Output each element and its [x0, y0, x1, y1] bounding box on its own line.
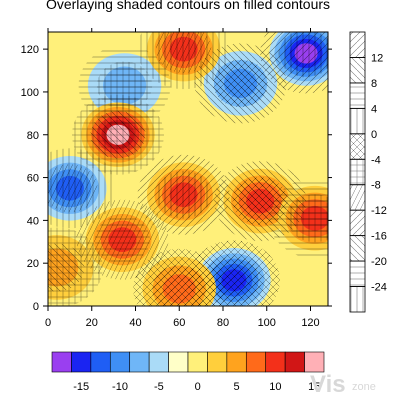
y-tick-label-100: 100: [21, 87, 39, 99]
y-tick-label-80: 80: [27, 130, 39, 142]
shaded-region-12-1: [48, 243, 85, 292]
fill-box-1: [71, 351, 92, 373]
pattern-box-6: [349, 184, 366, 211]
x-tick-label-120: 120: [301, 317, 319, 329]
pattern-box-8: [349, 235, 366, 262]
pattern-label-5: -8: [371, 180, 381, 192]
pattern-box-9: [349, 260, 366, 287]
x-axis: 0 20 40 60 80 100 120: [45, 28, 320, 329]
plot-area: [48, 32, 328, 306]
shaded-region-5-1: [90, 110, 146, 159]
fill-box-4: [129, 351, 150, 373]
y-tick-label-120: 120: [21, 44, 39, 56]
pattern-label-9: -24: [371, 282, 387, 294]
y-axis: 0 20 40 60 80 100 120: [21, 44, 332, 313]
pattern-label-3: 0: [371, 129, 377, 141]
pattern-box-1: [349, 57, 366, 84]
fill-label-2: -5: [154, 381, 164, 393]
fill-label-6: 15: [308, 381, 320, 393]
fill-label-1: -10: [112, 381, 128, 393]
plot-frame: [47, 31, 329, 307]
pattern-label-0: 12: [371, 52, 383, 64]
pattern-colorbar: 12 8 4 0 -4 -8 -12 -16 -20 -24: [349, 31, 387, 313]
pattern-box-2: [349, 82, 366, 109]
x-tick-label-80: 80: [217, 317, 229, 329]
shaded-region-3-1: [48, 164, 98, 213]
shaded-region-1-1: [212, 59, 269, 108]
fill-box-10: [245, 351, 267, 373]
shaded-contours: [48, 32, 328, 306]
fill-box-11: [265, 351, 286, 373]
pattern-label-4: -4: [371, 154, 381, 166]
y-tick-label-40: 40: [27, 215, 39, 227]
pattern-label-7: -16: [371, 231, 387, 243]
fill-box-13: [304, 351, 325, 373]
fill-box-7: [187, 351, 208, 373]
y-tick-label-20: 20: [27, 258, 39, 270]
fill-box-6: [168, 351, 189, 373]
fill-label-5: 10: [269, 381, 281, 393]
chart-title: Overlaying shaded contours on filled con…: [46, 0, 330, 12]
pattern-box-5: [349, 158, 366, 186]
x-tick-label-40: 40: [129, 317, 141, 329]
pattern-box-4: [349, 133, 366, 160]
fill-label-0: -15: [73, 381, 89, 393]
x-tick-label-20: 20: [86, 317, 98, 329]
fill-label-4: 5: [234, 381, 240, 393]
x-tick-label-100: 100: [258, 317, 276, 329]
fill-box-9: [226, 351, 247, 373]
x-tick-label-60: 60: [173, 317, 185, 329]
fill-box-12: [284, 351, 305, 373]
shaded-region-0-1: [278, 32, 328, 78]
fill-box-2: [90, 351, 111, 373]
fill-box-5: [148, 351, 169, 373]
shaded-region-11-1: [151, 264, 207, 306]
pattern-box-0: [349, 31, 366, 58]
fill-label-3: 0: [195, 381, 201, 393]
shaded-region-10-1: [156, 32, 212, 74]
fill-box-8: [207, 351, 228, 373]
fill-box-3: [109, 351, 131, 373]
pattern-label-2: 4: [371, 103, 377, 115]
y-tick-label-60: 60: [27, 173, 39, 185]
x-tick-label-0: 0: [45, 317, 51, 329]
shaded-region-6-1: [94, 215, 150, 264]
pattern-label-8: -20: [371, 256, 387, 268]
pattern-box-7: [349, 209, 366, 237]
y-tick-label-0: 0: [33, 301, 39, 313]
shaded-region-9-1: [287, 194, 328, 243]
watermark-logo-small: zone: [352, 381, 376, 393]
fill-colorbar: -15 -10 -5 0 5 10 15: [51, 351, 325, 393]
shaded-region-7-1: [156, 170, 212, 219]
watermark-logo: Vis: [310, 371, 346, 398]
pattern-label-1: 8: [371, 78, 377, 90]
pattern-label-6: -12: [371, 205, 387, 217]
fill-box-0: [51, 351, 72, 373]
pattern-box-3: [349, 107, 366, 135]
pattern-box-10: [349, 286, 366, 313]
